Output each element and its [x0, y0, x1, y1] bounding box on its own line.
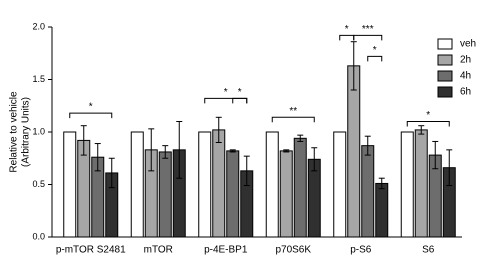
bar — [333, 131, 347, 238]
x-tick-label: S6 — [422, 245, 435, 256]
bar — [400, 131, 414, 238]
bar — [265, 131, 279, 238]
legend-label: 2h — [460, 55, 471, 66]
error-bar — [350, 41, 357, 91]
bar — [361, 145, 375, 238]
error-bar — [243, 155, 250, 187]
bar — [130, 131, 144, 238]
y-axis-label: (Arbitrary Units) — [21, 97, 32, 167]
x-tick-label: p-S6 — [350, 245, 372, 256]
significance-bracket — [232, 97, 248, 104]
legend-swatch — [437, 70, 453, 82]
significance-bracket — [353, 34, 383, 41]
bar — [226, 150, 240, 238]
x-tick-label: p-4E-BP1 — [204, 245, 248, 256]
error-bar — [162, 145, 169, 159]
error-bar — [229, 149, 236, 153]
legend-label: 6h — [460, 87, 471, 98]
error-bar — [432, 140, 439, 170]
significance-label: * — [224, 87, 228, 98]
bar — [414, 129, 428, 238]
bar — [293, 137, 307, 238]
error-bar — [378, 177, 385, 190]
x-tick-label: mTOR — [144, 245, 173, 256]
significance-label: * — [345, 24, 349, 35]
legend-swatch — [437, 38, 453, 50]
bar — [158, 151, 172, 238]
legend-swatch — [437, 86, 453, 98]
error-bar — [446, 149, 453, 187]
bar — [198, 131, 212, 238]
y-tick-label: 1.5 — [32, 74, 45, 84]
error-bar — [148, 128, 155, 172]
error-bar — [108, 157, 115, 189]
significance-label: * — [89, 102, 93, 113]
x-tick-label: p70S6K — [275, 245, 311, 256]
significance-bracket — [204, 97, 248, 104]
significance-label: ** — [289, 106, 297, 117]
error-bar — [94, 143, 101, 172]
error-bar — [311, 147, 318, 172]
error-bar — [283, 149, 290, 153]
bar — [279, 150, 293, 238]
x-tick-label: p-mTOR S2481 — [56, 245, 126, 256]
y-tick-label: 2.0 — [32, 21, 45, 31]
significance-label: * — [238, 87, 242, 98]
significance-bracket — [69, 112, 113, 119]
error-bar — [176, 121, 183, 179]
significance-label: *** — [362, 24, 374, 35]
error-bar — [215, 116, 222, 143]
y-tick-label: 0.5 — [32, 179, 45, 189]
significance-label: * — [426, 110, 430, 121]
bar — [347, 65, 361, 238]
error-bar — [297, 134, 304, 142]
significance-bracket — [271, 116, 315, 123]
error-bar — [80, 125, 87, 156]
y-tick-label: 0.0 — [32, 231, 45, 241]
significance-bracket — [367, 55, 383, 62]
significance-bracket — [339, 34, 355, 41]
legend-label: veh — [460, 39, 476, 50]
error-bar — [418, 125, 425, 135]
legend-swatch — [437, 54, 453, 66]
bar — [63, 131, 77, 238]
error-bar — [364, 135, 371, 156]
y-axis-label: Relative to vehicle — [9, 91, 20, 173]
significance-bracket — [406, 121, 450, 127]
legend-label: 4h — [460, 71, 471, 82]
y-tick-label: 1.0 — [32, 126, 45, 136]
bar — [212, 129, 226, 238]
bar — [375, 182, 389, 238]
significance-label: * — [373, 45, 377, 56]
